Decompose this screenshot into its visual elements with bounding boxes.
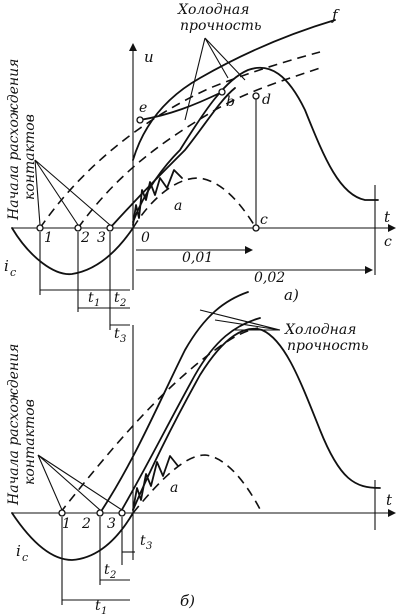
bottom-annotation-line1: Холодная (284, 322, 356, 338)
bottom-annotation-leaders (199, 309, 281, 331)
bottom-t2: t (104, 562, 110, 578)
bottom-t1-sub: 1 (101, 606, 107, 615)
top-curve-f (132, 19, 336, 161)
bottom-annotation-line2: прочность (287, 338, 369, 354)
top-label-d: d (262, 92, 271, 108)
top-label-origin: 0 (141, 230, 150, 246)
top-point-1 (36, 224, 44, 232)
top-t1: t (88, 290, 94, 306)
top-ic-sub: c (10, 266, 16, 279)
top-t3-sub: 3 (120, 334, 126, 345)
bottom-label-2: 2 (81, 516, 91, 532)
top-point-b (218, 88, 226, 96)
top-axis-t-unit: c (384, 234, 392, 250)
bottom-side-label-1: Начала расхождения (6, 344, 22, 506)
top-dim-001: 0,01 (182, 250, 213, 266)
top-current-curve-ic (11, 227, 134, 275)
top-segment-e-b (139, 91, 223, 121)
bottom-dashed-line (59, 327, 259, 514)
top-point-c (252, 224, 260, 232)
top-leaders (34, 159, 111, 226)
top-label-a: a (174, 198, 182, 214)
top-side-label-1: Начала расхождения (6, 59, 22, 221)
bottom-t2-sub: 2 (109, 570, 116, 581)
bottom-t3-sub: 3 (146, 541, 152, 552)
top-curve-f-label: f (331, 6, 340, 24)
top-label-1: 1 (44, 230, 53, 246)
bottom-label-a: a (170, 480, 178, 496)
bottom-current-dashed (132, 454, 263, 514)
bottom-cold-strength-2 (119, 317, 261, 514)
bottom-t3: t (140, 533, 146, 549)
bottom-leaders (37, 454, 123, 511)
top-annotation-line2: прочность (180, 18, 262, 34)
top-recovery-voltage-curve (132, 66, 379, 223)
top-point-d (252, 92, 260, 100)
bottom-ic-sub: c (22, 551, 28, 564)
diagram-b: Холодная прочность Начала расхождения ко… (6, 291, 396, 615)
top-caption: а) (284, 286, 299, 304)
bottom-t1: t (95, 598, 101, 614)
top-axis-u: u (144, 48, 154, 66)
top-label-3: 3 (97, 230, 106, 246)
bottom-ic-label: i (16, 542, 21, 560)
top-annotation-leaders (184, 37, 246, 121)
top-t2: t (114, 290, 120, 306)
top-axis-t: t (384, 208, 391, 226)
bottom-point-2 (96, 509, 104, 517)
top-t1-sub: 1 (94, 298, 100, 309)
top-annotation-line1: Холодная (177, 2, 249, 18)
bottom-label-1: 1 (62, 516, 71, 532)
top-point-e (136, 116, 144, 124)
bottom-cold-strength-1 (99, 291, 249, 514)
top-cold-strength-curve (109, 87, 236, 229)
top-ic-label: i (4, 257, 9, 275)
top-t2-sub: 2 (119, 298, 126, 309)
bottom-side-label-2: контактов (22, 399, 38, 485)
top-label-b: b (226, 94, 235, 110)
top-oscillation (132, 169, 183, 226)
bottom-axis-t: t (386, 491, 393, 509)
top-dim-002: 0,02 (254, 270, 285, 286)
bottom-current-curve-ic (11, 512, 134, 561)
top-side-label-2: контактов (22, 114, 38, 200)
bottom-oscillation (132, 455, 179, 511)
top-dashed-line-2 (77, 67, 321, 229)
bottom-caption: б) (180, 592, 195, 610)
top-t3: t (114, 326, 120, 342)
bottom-label-3: 3 (107, 516, 116, 532)
top-current-dashed (132, 177, 257, 229)
bottom-point-3 (118, 509, 126, 517)
top-label-c: c (260, 212, 268, 228)
top-label-2: 2 (80, 230, 90, 246)
top-label-e: e (139, 100, 147, 116)
diagram-a: Холодная прочность u f Начала расхождени… (4, 2, 396, 345)
top-point-3 (106, 224, 114, 232)
